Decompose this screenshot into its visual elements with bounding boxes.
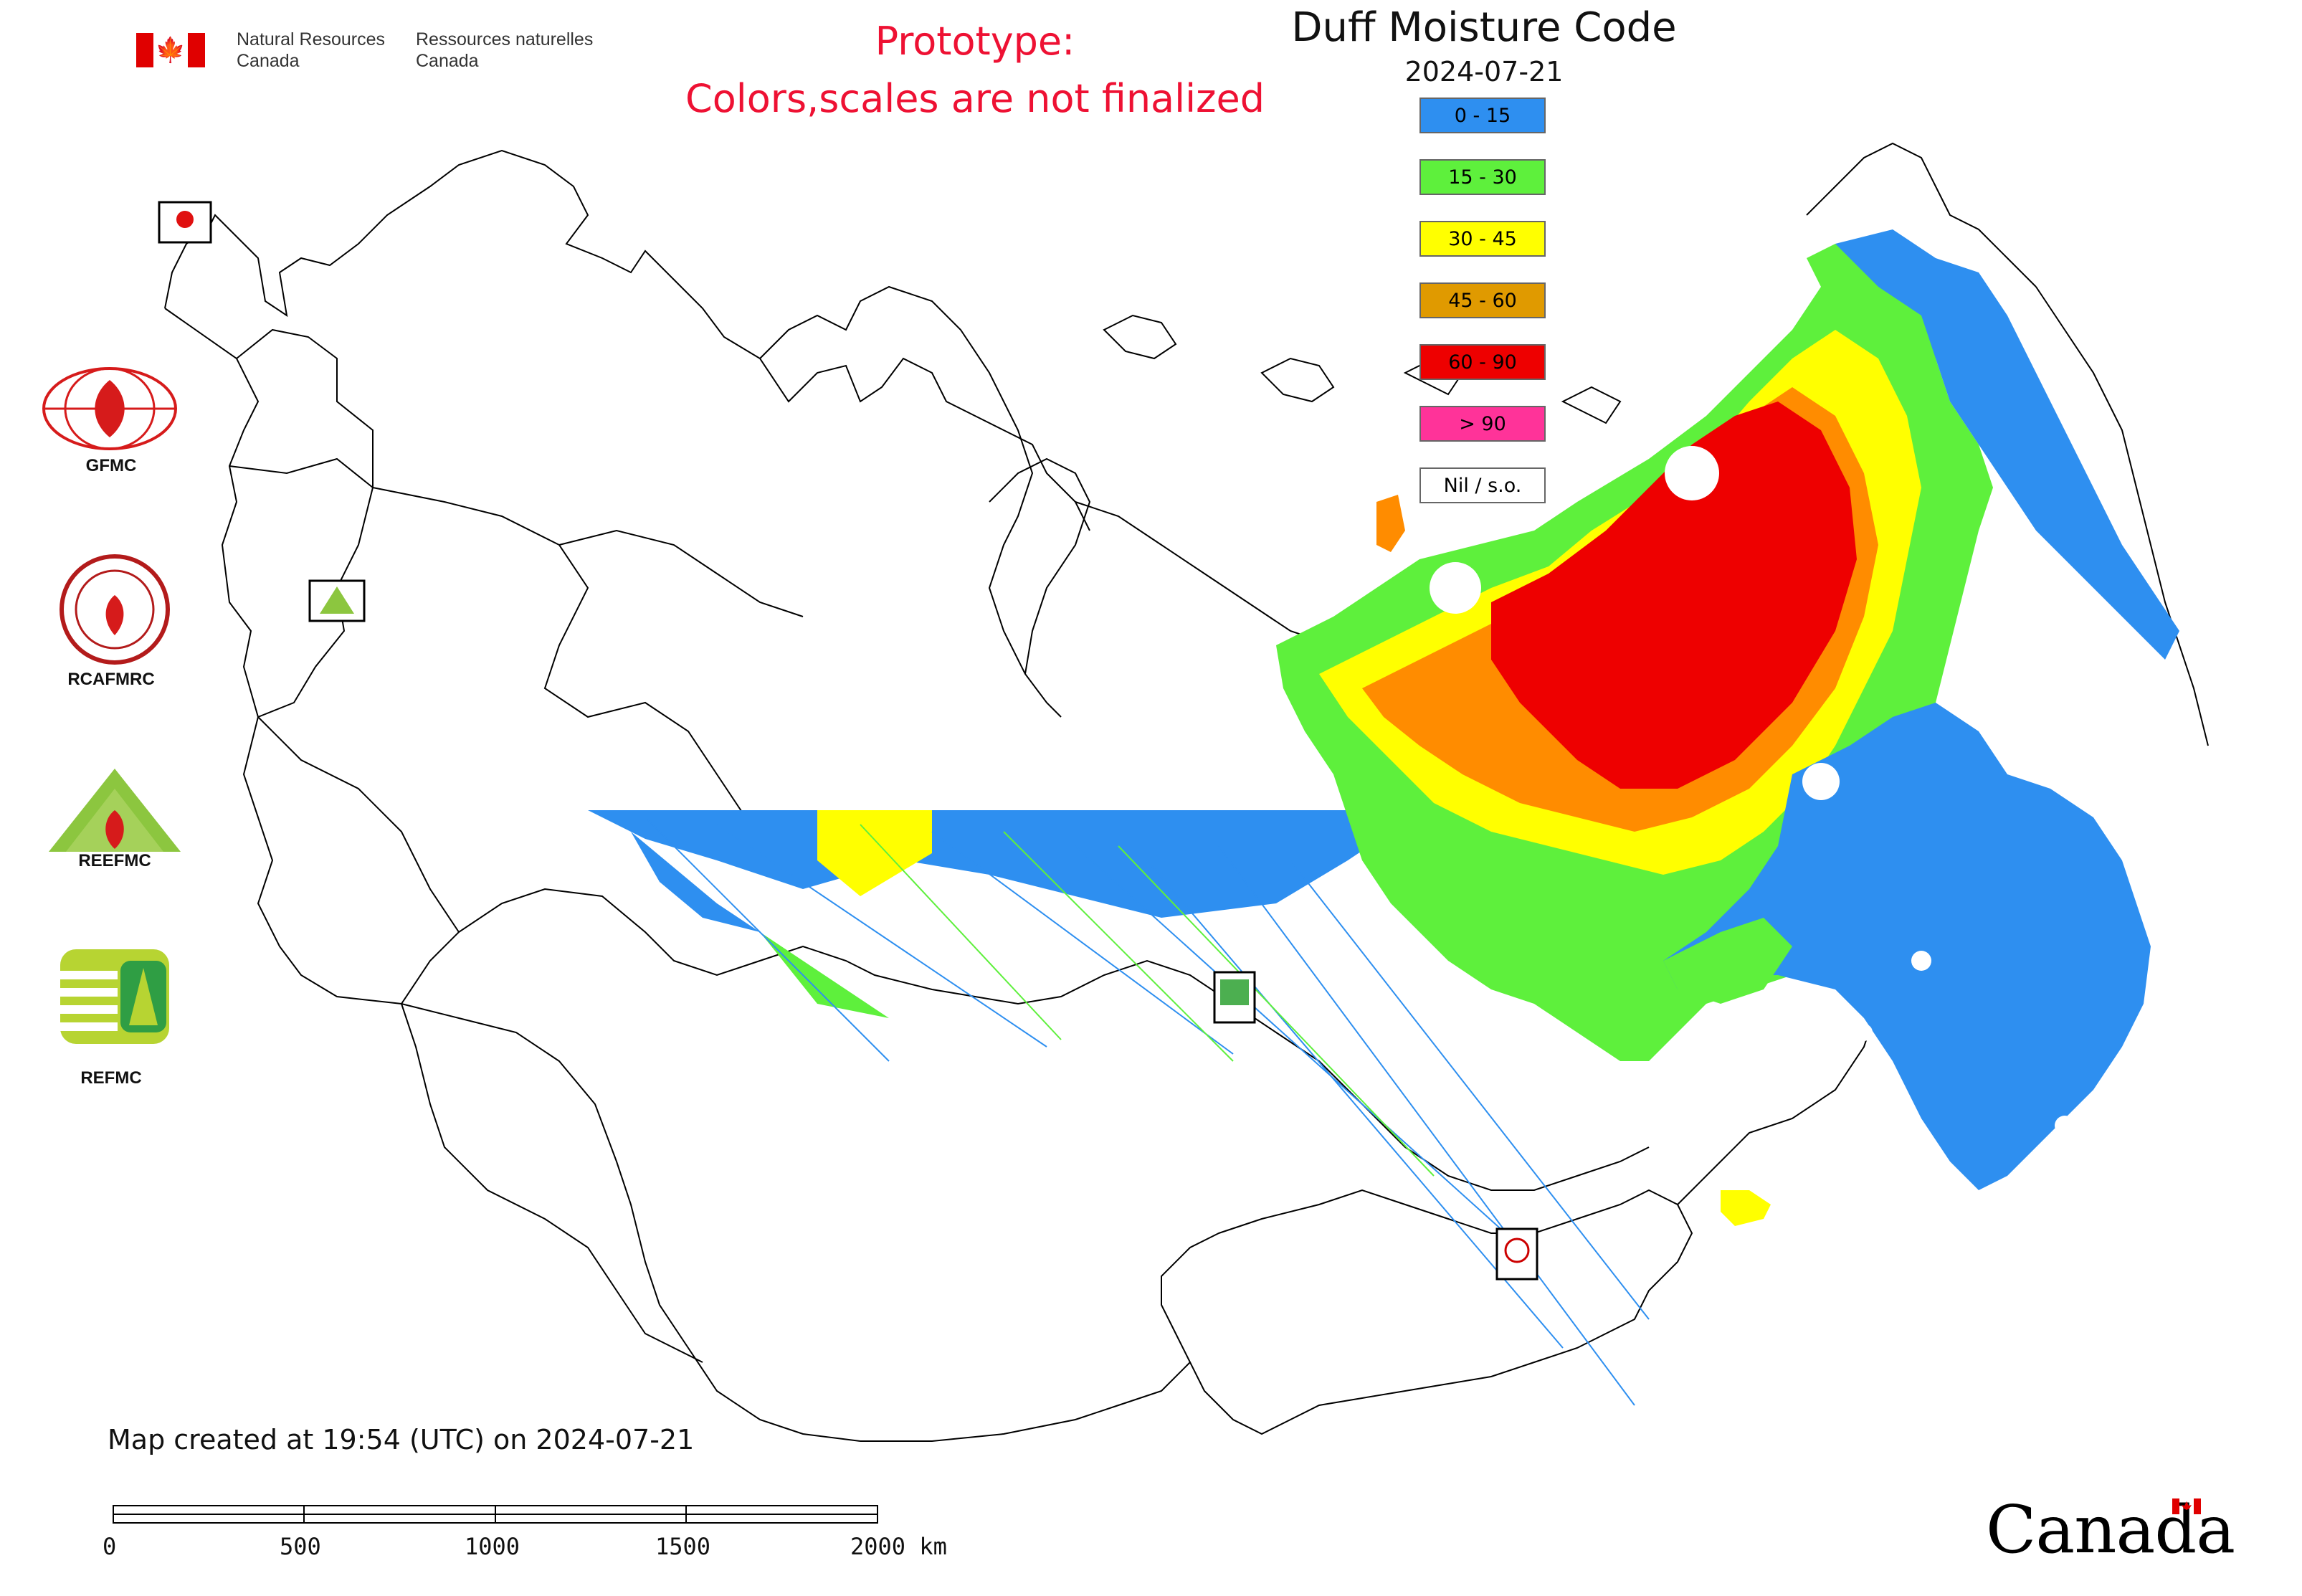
legend-item: 0 - 15 [1419, 98, 1546, 133]
gfmc-label: GFMC [85, 456, 137, 475]
prototype-notice: Prototype: Colors,scales are not finaliz… [645, 13, 1305, 128]
mongolia-outline [1161, 1189, 1693, 1435]
rcafmrc-logo [57, 552, 172, 667]
far-east-coast [1677, 1003, 1879, 1205]
baltic-border [236, 328, 374, 488]
map-markers [158, 201, 1538, 1281]
scale-tick-1000: 1000 [465, 1533, 520, 1560]
legend-item: 15 - 30 [1419, 159, 1546, 195]
svg-text:REEFMC: REEFMC [78, 851, 151, 870]
kazakhstan-north [401, 888, 1650, 1191]
interior-region-lines [257, 487, 804, 933]
map-created-note: Map created at 19:54 (UTC) on 2024-07-21 [108, 1424, 695, 1455]
prototype-line-1: Prototype: [875, 19, 1075, 64]
prototype-line-2: Colors,scales are not finalized [685, 76, 1265, 121]
map-title: Duff Moisture Code [1291, 4, 1677, 51]
canada-flag-icon: 🍁 [136, 33, 205, 67]
dept-name-english: Natural Resources Canada [237, 29, 386, 71]
reefmc-logo: REEFMC [37, 767, 192, 875]
scanline-streaks-green [860, 824, 1435, 1177]
reefmc-marker-icon [320, 586, 354, 614]
rcafmrc-marker-icon [1504, 1238, 1530, 1263]
northern-coast [759, 285, 1062, 718]
novaya-zemlya [989, 457, 1091, 675]
gfmc-logo [42, 366, 178, 452]
map-date: 2024-07-21 [1404, 56, 1564, 87]
scale-bar [113, 1505, 878, 1524]
legend-item: 45 - 60 [1419, 282, 1546, 318]
scanline-streaks [645, 817, 1650, 1406]
kamchatka-outline [2035, 286, 2209, 746]
scandinavia-outline [164, 149, 1090, 531]
legend-item: Nil / s.o. [1419, 467, 1546, 503]
canada-wordmark-flag-icon [2172, 1498, 2201, 1514]
dept-name-french: Ressources naturelles Canada [416, 29, 594, 71]
scale-tick-2000: 2000 km [850, 1533, 947, 1560]
caspian-central-asia [401, 1003, 703, 1363]
legend-item: 60 - 90 [1419, 344, 1546, 380]
china-border [860, 1362, 1191, 1442]
belarus-ukraine-border [229, 457, 374, 718]
scale-tick-1500: 1500 [655, 1533, 711, 1560]
refmc-label: REFMC [80, 1068, 142, 1088]
dmc-raster [588, 229, 2179, 1226]
arctic-islands [1103, 314, 1622, 424]
gfmc-marker-icon [176, 211, 194, 228]
rcafmrc-label: RCAFMRC [67, 670, 155, 689]
scale-tick-500: 500 [280, 1533, 321, 1560]
refmc-marker-icon [1220, 979, 1249, 1005]
western-border [164, 308, 861, 1442]
legend-item: 30 - 45 [1419, 221, 1546, 257]
refmc-logo [57, 946, 172, 1047]
map-marker-rcafmrc [1495, 1227, 1538, 1281]
chukotka-outline [1806, 142, 2037, 288]
nrcan-signature: 🍁 Natural Resources Canada Ressources na… [136, 27, 609, 77]
borders [164, 142, 2209, 1442]
scale-tick-0: 0 [103, 1533, 117, 1560]
legend-item: > 90 [1419, 406, 1546, 442]
